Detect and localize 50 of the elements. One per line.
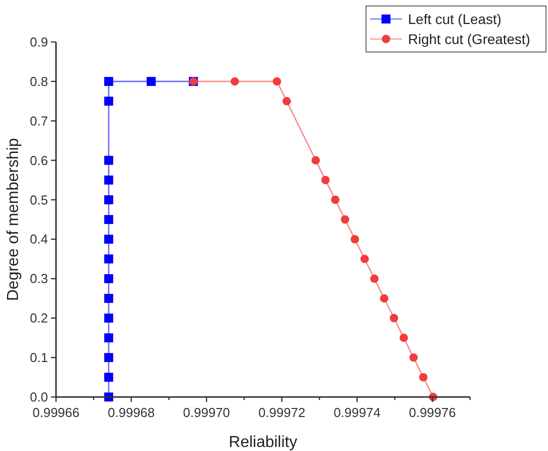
point xyxy=(390,314,398,322)
point xyxy=(104,234,114,244)
x-tick-label: 0.99966 xyxy=(32,405,80,420)
point xyxy=(282,96,291,106)
y-tick-label: 0.0 xyxy=(30,390,48,404)
point xyxy=(104,156,114,165)
point xyxy=(370,274,379,283)
point xyxy=(230,77,239,86)
x-tick-label: 0.99972 xyxy=(258,405,306,420)
legend-label: Left cut (Least) xyxy=(408,11,502,27)
point xyxy=(104,314,114,323)
point xyxy=(104,176,114,185)
point xyxy=(360,254,369,264)
point xyxy=(400,334,408,342)
point xyxy=(409,353,418,362)
point xyxy=(104,333,114,342)
point xyxy=(380,294,388,303)
point xyxy=(350,235,360,244)
point xyxy=(104,96,114,106)
y-tick-label: 0.8 xyxy=(30,74,48,89)
point xyxy=(104,76,114,86)
point xyxy=(104,274,114,284)
x-tick-label: 0.99970 xyxy=(183,405,230,420)
point xyxy=(104,195,114,204)
point xyxy=(104,254,114,264)
x-tick-label: 0.99968 xyxy=(108,405,155,420)
legend-label: Right cut (Greatest) xyxy=(408,31,530,47)
point xyxy=(104,353,114,362)
point xyxy=(321,176,330,184)
point xyxy=(146,76,156,86)
y-tick-label: 0.9 xyxy=(30,34,48,50)
point xyxy=(311,156,320,165)
y-tick-label: 0.4 xyxy=(30,232,48,247)
point xyxy=(104,372,114,382)
point xyxy=(104,294,114,303)
y-tick-label: 0.7 xyxy=(30,113,48,128)
x-tick-label: 0.99974 xyxy=(334,405,381,420)
y-tick-label: 0.2 xyxy=(30,310,48,326)
point xyxy=(331,196,340,204)
y-tick-label: 0.1 xyxy=(30,350,48,366)
point xyxy=(419,373,428,382)
point xyxy=(272,77,282,86)
point xyxy=(340,215,350,224)
y-tick-label: 0.5 xyxy=(30,192,48,208)
point xyxy=(104,215,114,224)
y-axis-title: Degree of membership xyxy=(5,138,22,301)
x-axis-title: Reliability xyxy=(228,434,298,451)
x-tick-label: 0.99976 xyxy=(408,405,456,420)
y-tick-label: 0.3 xyxy=(30,271,48,286)
y-tick-label: 0.6 xyxy=(30,152,48,168)
